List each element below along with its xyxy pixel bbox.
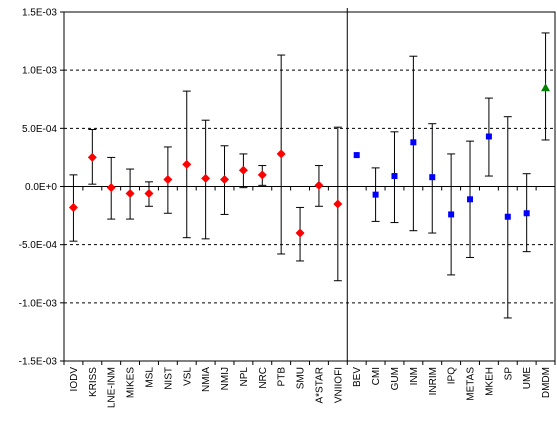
data-point-diamond [163,175,173,185]
data-point-triangle [541,83,551,92]
error-bars [69,32,550,319]
x-tick-label: GUM [390,367,401,390]
x-tick-label: PTB [277,367,288,387]
data-point-square [353,152,360,159]
x-tick-label: IODV [69,367,80,392]
data-point-diamond [125,188,135,198]
x-tick-label: MSL [144,367,155,388]
data-point-diamond [201,173,211,183]
x-tick-label: METAS [466,367,477,401]
axes [60,8,556,365]
y-tick-label: 5.0E-04 [22,124,57,135]
data-point-diamond [87,152,97,162]
x-tick-label: INRIM [428,367,439,395]
data-point-diamond [276,149,286,159]
y-tick-label: -1.5E-03 [19,357,58,368]
x-tick-label: SMU [296,367,307,389]
y-tick-label: 1.5E-03 [22,8,57,19]
x-tick-label: VNIIOFI [333,367,344,403]
data-point-square [523,210,530,217]
x-tick-label: LNE-INM [107,367,118,408]
y-tick-label: -5.0E-04 [19,240,58,251]
x-tick-label: A*STAR [314,367,325,404]
data-point-square [485,133,492,140]
x-tick-label: KRISS [88,367,99,397]
data-point-diamond [238,165,248,175]
data-point-square [410,139,417,146]
data-point-square [391,173,398,180]
x-tick-label: BEV [352,367,363,387]
data-point-square [467,196,474,203]
x-tick-labels: IODV KRISS LNE-INM MIKES MSL NIST VSL NMIA NMIJ N… [69,367,552,409]
x-tick-label: MKEH [484,367,495,396]
data-point-square [429,174,436,181]
data-point-diamond [182,159,192,169]
data-point-diamond [106,183,116,193]
data-markers [68,83,551,238]
x-tick-label: SP [503,367,514,381]
y-tick-labels: 1.5E-03 1.0E-03 5.0E-04 0.0E+0 -5.0E-04 -1.0E… [19,8,58,368]
data-point-diamond [295,228,305,238]
data-point-diamond [144,188,154,198]
grid-lines [64,69,555,304]
data-point-square [448,211,455,218]
y-tick-label: 0.0E+0 [25,182,57,193]
x-tick-label: IPQ [447,367,458,384]
x-tick-label: NMIA [201,367,212,392]
data-point-square [372,191,379,198]
x-tick-label: NMIJ [220,367,231,390]
y-tick-label: 1.0E-03 [22,66,57,77]
x-tick-label: MIKES [126,367,137,398]
x-tick-label: DMDM [541,367,552,398]
x-tick-label: UME [522,367,533,390]
x-tick-label: CMI [371,367,382,385]
x-tick-label: VSL [182,367,193,386]
data-point-diamond [68,202,78,212]
data-point-diamond [257,170,267,180]
x-tick-label: NIST [163,367,174,390]
x-tick-label: NPL [239,367,250,387]
data-point-square [504,213,511,220]
data-point-diamond [314,180,324,190]
y-tick-label: -1.0E-03 [19,298,58,309]
data-point-diamond [220,175,230,185]
x-tick-label: NRC [258,367,269,389]
x-tick-label: INM [409,367,420,385]
data-point-diamond [333,199,343,209]
